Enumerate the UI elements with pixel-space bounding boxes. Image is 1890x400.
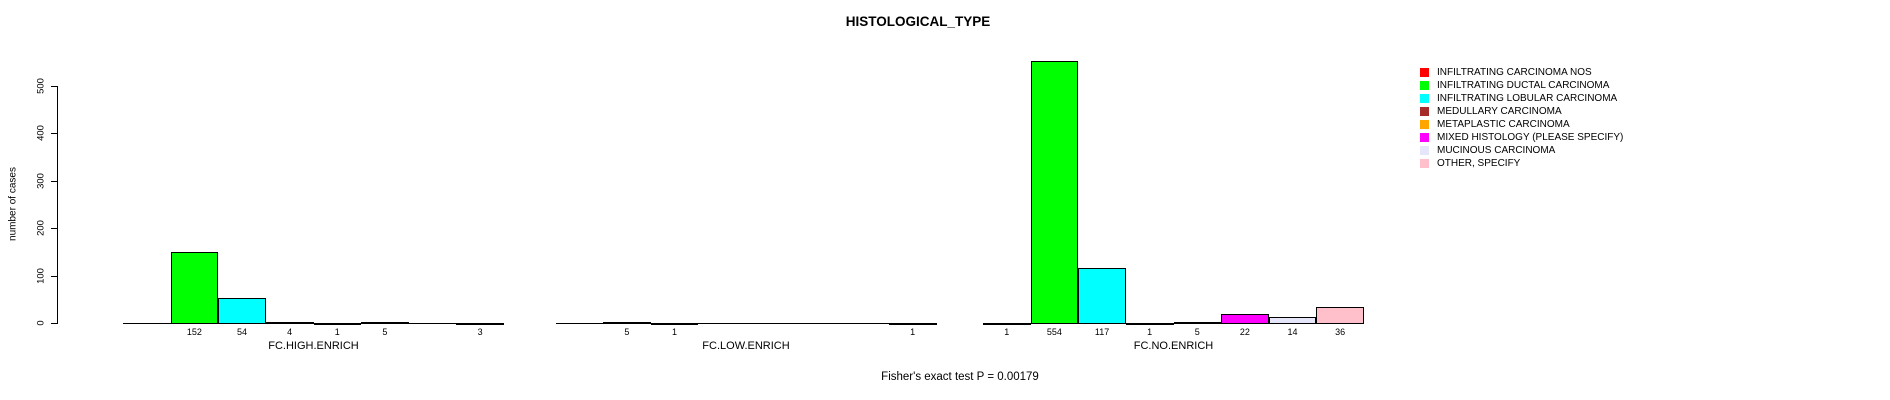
bar-value-label: 36: [1335, 327, 1346, 337]
bar: [1078, 268, 1126, 324]
x-axis-group-label: FC.LOW.ENRICH: [702, 340, 790, 352]
bar: [1125, 323, 1174, 325]
bar: [888, 323, 937, 325]
y-tick-label: 500: [35, 77, 47, 94]
bar: [1173, 322, 1222, 324]
bar-value-label: 5: [382, 327, 388, 337]
y-axis-title: number of cases: [7, 167, 19, 241]
legend-swatch: [1420, 68, 1429, 77]
y-tick-mark: [51, 85, 57, 87]
y-tick-label: 300: [35, 172, 47, 189]
fisher-test-annotation: Fisher's exact test P = 0.00179: [881, 371, 1039, 383]
x-axis-group-label: FC.HIGH.ENRICH: [268, 340, 359, 352]
bar: [361, 322, 409, 324]
legend-label: OTHER, SPECIFY: [1437, 158, 1521, 169]
legend-swatch: [1420, 81, 1429, 90]
bar-value-label: 117: [1094, 327, 1110, 337]
bar-value-label: 5: [624, 327, 630, 337]
x-axis-group-label: FC.NO.ENRICH: [1133, 340, 1214, 352]
bar-value-label: 1: [1147, 327, 1153, 337]
bar: [170, 252, 219, 324]
bar-value-label: 14: [1287, 327, 1298, 337]
bar-value-label: 554: [1046, 327, 1062, 337]
legend-swatch: [1420, 159, 1429, 168]
y-tick-label: 100: [35, 267, 47, 284]
y-tick-mark: [51, 133, 57, 134]
bar-value-label: 1: [334, 327, 340, 337]
legend-label: INFILTRATING DUCTAL CARCINOMA: [1437, 80, 1610, 91]
legend-label: MUCINOUS CARCINOMA: [1437, 145, 1556, 156]
y-tick-label: 0: [35, 320, 47, 326]
bar: [265, 322, 314, 324]
x-axis-line: [555, 323, 937, 324]
bar: [1268, 317, 1317, 324]
bar: [1221, 314, 1269, 324]
bar: [603, 322, 651, 324]
legend-label: INFILTRATING LOBULAR CARCINOMA: [1437, 93, 1618, 104]
y-tick-mark: [51, 323, 57, 324]
bar: [1030, 61, 1079, 324]
bar-value-label: 1: [1004, 327, 1010, 337]
y-tick-label: 200: [35, 220, 47, 236]
bar-value-label: 3: [477, 327, 483, 337]
bar: [1316, 307, 1364, 324]
legend-swatch: [1420, 94, 1429, 103]
bar: [983, 323, 1031, 325]
legend-label: MIXED HISTOLOGY (PLEASE SPECIFY): [1437, 132, 1624, 143]
y-axis-line: [57, 85, 58, 324]
legend-swatch: [1420, 120, 1429, 129]
y-tick-mark: [51, 275, 57, 277]
bar-value-label: 1: [910, 327, 916, 337]
bar-value-label: 1: [672, 327, 678, 337]
legend-label: METAPLASTIC CARCINOMA: [1437, 119, 1570, 130]
legend-swatch: [1420, 133, 1429, 142]
chart-title: HISTOLOGICAL_TYPE: [845, 14, 991, 29]
y-tick-mark: [51, 228, 57, 229]
legend-swatch: [1420, 107, 1429, 116]
bar: [456, 323, 504, 325]
y-tick-mark: [51, 180, 57, 182]
bar: [650, 323, 699, 325]
legend-label: MEDULLARY CARCINOMA: [1437, 106, 1562, 117]
bar-value-label: 5: [1194, 327, 1200, 337]
legend-label: INFILTRATING CARCINOMA NOS: [1437, 67, 1592, 78]
bar-value-label: 4: [287, 327, 293, 337]
bar-value-label: 54: [237, 327, 248, 337]
legend-swatch: [1420, 146, 1429, 155]
bar-value-label: 22: [1239, 327, 1250, 337]
bar: [313, 323, 362, 325]
y-tick-label: 400: [35, 125, 47, 141]
bar-value-label: 152: [186, 327, 202, 337]
bar: [218, 298, 266, 324]
